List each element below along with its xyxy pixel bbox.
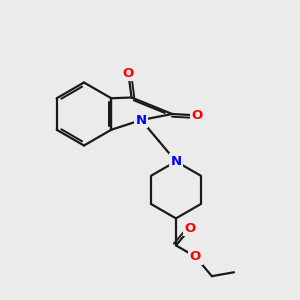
Text: N: N: [170, 155, 182, 168]
Text: O: O: [185, 222, 196, 235]
Text: N: N: [136, 113, 147, 127]
Text: O: O: [123, 67, 134, 80]
Text: O: O: [190, 250, 201, 263]
Text: O: O: [191, 109, 202, 122]
